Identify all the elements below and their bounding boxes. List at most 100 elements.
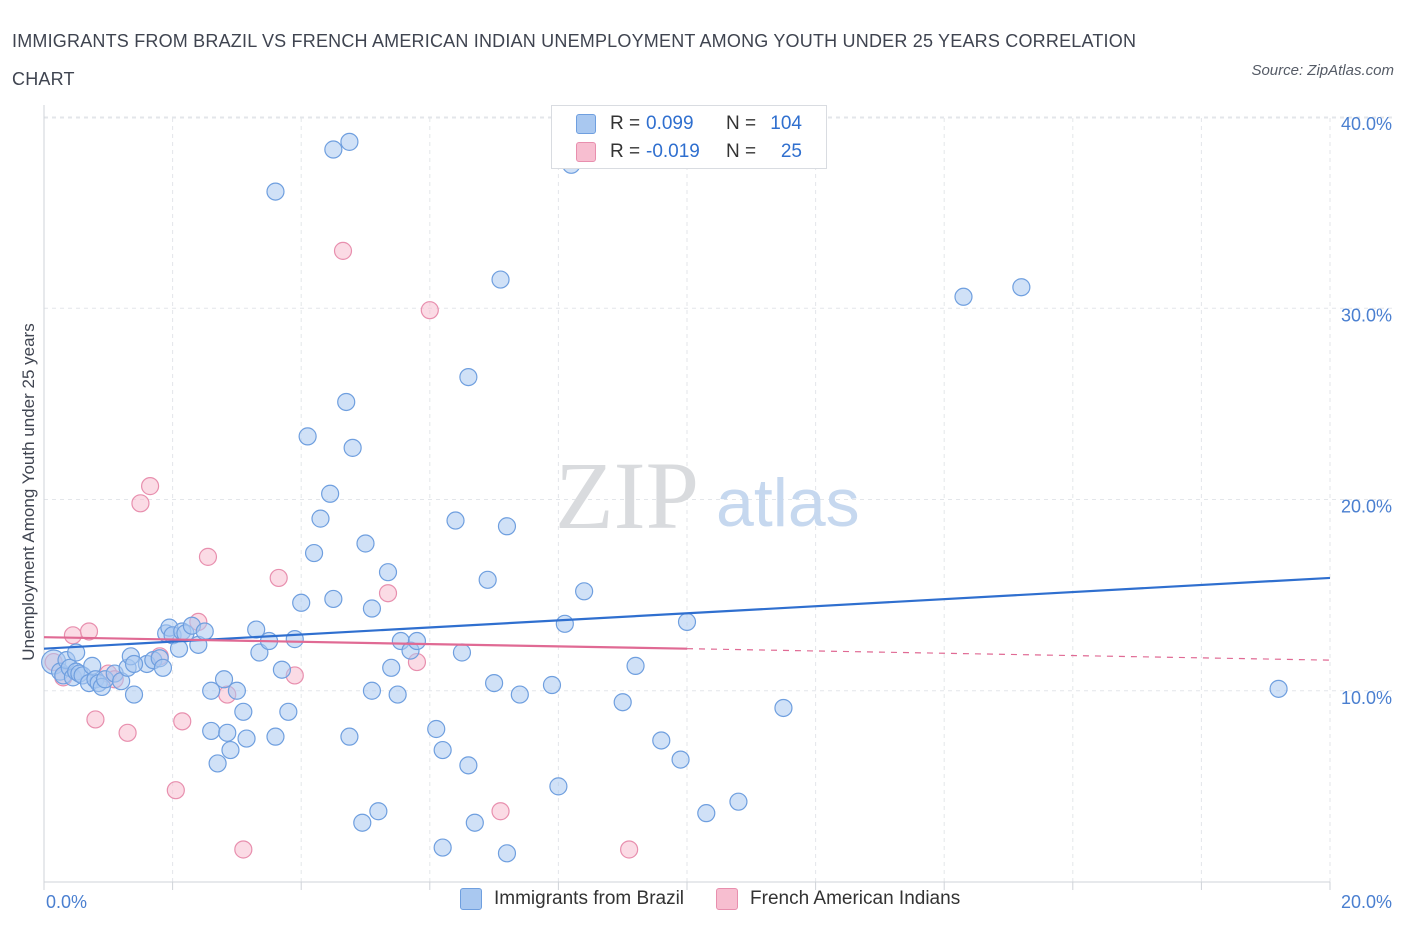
trend-line-french-american-indians <box>43 636 688 650</box>
point-french-american-indians <box>118 723 137 742</box>
legend-swatch-brazil <box>460 888 482 910</box>
legend-item-brazil: Immigrants from Brazil <box>460 888 684 910</box>
point-french-american-indians <box>420 301 439 320</box>
point-brazil <box>218 723 237 742</box>
point-french-american-indians <box>86 710 105 729</box>
point-brazil <box>510 685 529 704</box>
chart-title: IMMIGRANTS FROM BRAZIL VS FRENCH AMERICA… <box>12 31 1137 89</box>
point-brazil <box>266 727 285 746</box>
point-brazil <box>266 182 285 201</box>
point-brazil <box>237 729 256 748</box>
x-tick-label: 20.0% <box>1341 892 1392 912</box>
point-brazil <box>1269 679 1288 698</box>
point-brazil <box>575 582 594 601</box>
point-brazil <box>388 685 407 704</box>
point-brazil <box>452 643 472 662</box>
point-brazil <box>202 681 221 700</box>
point-brazil <box>478 570 497 589</box>
stats-legend: R = 0.099 N = 104 R = -0.019 N = 25 <box>551 105 827 169</box>
y-axis-label: Unemployment Among Youth under 25 years <box>19 323 38 660</box>
point-brazil <box>340 727 359 746</box>
y-tick-label: 20.0% <box>1341 497 1392 517</box>
n-label: N = <box>726 113 757 134</box>
point-french-american-indians <box>173 712 192 731</box>
watermark-atlas: atlas <box>716 465 860 541</box>
point-brazil <box>124 685 144 704</box>
point-french-american-indians <box>131 494 150 513</box>
point-brazil <box>340 132 359 151</box>
watermark-zip: ZIP <box>555 442 699 549</box>
series-brazil-points <box>41 132 1288 863</box>
r-value: -0.019 <box>646 141 700 162</box>
point-brazil <box>378 563 398 582</box>
point-brazil <box>697 804 716 823</box>
n-value: 104 <box>770 113 802 134</box>
point-brazil <box>427 719 446 739</box>
point-brazil <box>202 721 221 741</box>
point-brazil <box>124 654 144 674</box>
r-label: R = <box>610 141 641 162</box>
legend-swatch-french-american-indians <box>716 888 739 910</box>
point-brazil <box>321 484 340 503</box>
point-brazil <box>285 630 304 649</box>
point-brazil <box>671 750 690 769</box>
point-brazil <box>195 622 214 641</box>
legend-swatch-brazil <box>576 114 596 134</box>
point-brazil <box>626 656 645 675</box>
point-brazil <box>459 756 478 775</box>
legend-swatch-french-american-indians <box>576 142 596 162</box>
r-label: R = <box>610 113 641 134</box>
point-brazil <box>555 614 574 633</box>
point-french-american-indians <box>491 802 510 821</box>
point-brazil <box>343 438 362 457</box>
y-tick-label: 40.0% <box>1341 114 1392 134</box>
point-brazil <box>954 287 973 306</box>
point-brazil <box>227 681 246 700</box>
point-french-american-indians <box>378 584 398 603</box>
legend-row-brazil: R = 0.099 N = 104 <box>576 110 802 138</box>
point-brazil <box>67 643 86 662</box>
point-brazil <box>491 270 510 289</box>
point-brazil <box>214 670 234 689</box>
point-brazil <box>221 740 240 760</box>
point-brazil <box>234 702 253 721</box>
point-french-american-indians <box>333 241 353 260</box>
tick-labels: 10.0% 20.0% 30.0% 40.0% 0.0% 20.0% <box>46 114 1392 912</box>
point-french-american-indians <box>269 568 288 588</box>
point-brazil <box>433 740 452 760</box>
point-brazil <box>677 612 697 632</box>
point-brazil <box>465 813 484 832</box>
point-brazil <box>153 658 173 677</box>
point-french-american-indians <box>620 840 639 859</box>
point-brazil <box>298 427 317 446</box>
point-brazil <box>362 681 382 700</box>
point-brazil <box>311 509 330 528</box>
series-french-american-indians-points <box>44 241 639 859</box>
source-label: Source: ZipAtlas.com <box>1251 62 1394 79</box>
point-brazil <box>542 675 562 695</box>
point-french-american-indians <box>79 622 99 641</box>
point-brazil <box>272 660 292 679</box>
y-tick-label: 30.0% <box>1341 305 1392 325</box>
point-french-american-indians <box>140 477 160 496</box>
legend-item-french-american-indians: French American Indians <box>716 888 960 910</box>
point-brazil <box>459 368 478 387</box>
point-brazil <box>292 593 311 612</box>
r-value: 0.099 <box>646 113 694 134</box>
point-french-american-indians <box>198 547 218 566</box>
series-legend: Immigrants from Brazil French American I… <box>460 888 992 910</box>
point-brazil <box>353 813 372 832</box>
point-brazil <box>485 673 504 693</box>
axes <box>43 105 1331 890</box>
point-brazil <box>382 658 401 677</box>
point-brazil <box>407 631 427 651</box>
point-brazil <box>1012 278 1031 297</box>
point-brazil <box>324 589 343 609</box>
point-french-american-indians <box>166 781 185 800</box>
legend-row-french-american-indians: R = -0.019 N = 25 <box>576 138 802 166</box>
point-brazil <box>652 731 671 750</box>
legend-label-french-american-indians: French American Indians <box>750 888 961 909</box>
point-brazil <box>279 702 298 721</box>
trend-line-french-american-indians-extension <box>686 648 1331 661</box>
point-brazil <box>613 693 632 712</box>
